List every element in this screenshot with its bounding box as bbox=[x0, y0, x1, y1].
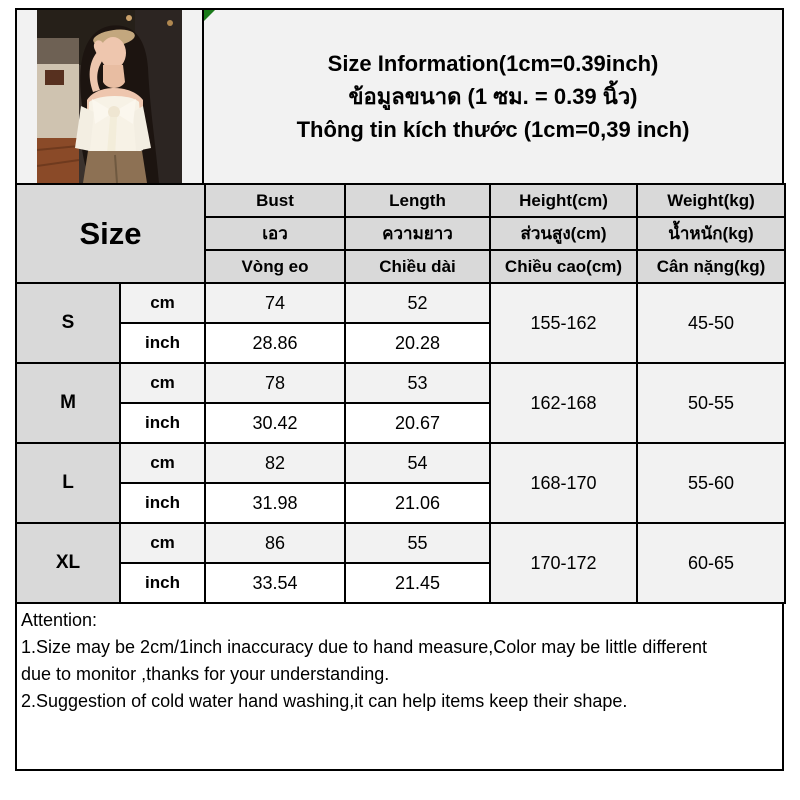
unit-cm: cm bbox=[119, 282, 206, 324]
xl-weight: 60-65 bbox=[636, 522, 786, 604]
row-m-inch: inch 30.42 20.67 bbox=[16, 402, 785, 444]
weight-header-en: Weight(kg) bbox=[636, 183, 786, 218]
l-bust-inch: 31.98 bbox=[204, 482, 346, 524]
weight-header-vi: Cân nặng(kg) bbox=[636, 249, 786, 284]
s-weight: 45-50 bbox=[636, 282, 786, 364]
m-length-inch: 20.67 bbox=[344, 402, 491, 444]
attention-line-1: 1.Size may be 2cm/1inch inaccuracy due t… bbox=[21, 637, 708, 657]
m-bust-inch: 30.42 bbox=[204, 402, 346, 444]
cell-corner-marker-icon bbox=[204, 10, 215, 21]
s-height: 155-162 bbox=[489, 282, 638, 364]
size-corner-cell: Size bbox=[15, 183, 206, 284]
size-chart-sheet: Size Information(1cm=0.39inch) ข้อมูลขนา… bbox=[15, 8, 786, 771]
unit-cm: cm bbox=[119, 362, 206, 404]
unit-inch: inch bbox=[119, 402, 206, 444]
xl-bust-inch: 33.54 bbox=[204, 562, 346, 604]
s-bust-cm: 74 bbox=[204, 282, 346, 324]
bust-header-vi: Vòng eo bbox=[204, 249, 346, 284]
bust-header-en: Bust bbox=[204, 183, 346, 218]
row-l-inch: inch 31.98 21.06 bbox=[16, 482, 785, 524]
bust-header-th: เอว bbox=[204, 216, 346, 251]
row-s-cm: S cm 74 52 155-162 45-50 bbox=[15, 282, 786, 364]
row-m-cm: M cm 78 53 162-168 50-55 bbox=[15, 362, 786, 444]
size-label-s: S bbox=[15, 282, 121, 364]
s-bust-inch: 28.86 bbox=[204, 322, 346, 364]
size-label-m: M bbox=[15, 362, 121, 444]
xl-length-cm: 55 bbox=[344, 522, 491, 564]
top-section: Size Information(1cm=0.39inch) ข้อมูลขนา… bbox=[15, 8, 784, 185]
product-photo bbox=[37, 10, 182, 183]
unit-inch: inch bbox=[119, 482, 206, 524]
xl-height: 170-172 bbox=[489, 522, 638, 604]
title-en: Size Information(1cm=0.39inch) bbox=[327, 51, 659, 76]
size-label-xl: XL bbox=[15, 522, 121, 604]
height-header-en: Height(cm) bbox=[489, 183, 638, 218]
attention-line-3: 2.Suggestion of cold water hand washing,… bbox=[21, 691, 628, 711]
unit-inch: inch bbox=[119, 562, 206, 604]
s-length-cm: 52 bbox=[344, 282, 491, 324]
header-row-vi: Vòng eo Chiều dài Chiều cao(cm) Cân nặng… bbox=[16, 249, 786, 284]
l-weight: 55-60 bbox=[636, 442, 786, 524]
row-xl-inch: inch 33.54 21.45 bbox=[16, 562, 785, 604]
size-label-l: L bbox=[15, 442, 121, 524]
size-table: Size Bust Length Height(cm) Weight(kg) เ… bbox=[15, 183, 786, 604]
title-vi: Thông tin kích thước (1cm=0,39 inch) bbox=[296, 117, 690, 142]
row-s-inch: inch 28.86 20.28 bbox=[16, 322, 785, 364]
m-weight: 50-55 bbox=[636, 362, 786, 444]
xl-bust-cm: 86 bbox=[204, 522, 346, 564]
height-header-th: ส่วนสูง(cm) bbox=[489, 216, 638, 251]
header-row-th: เอว ความยาว ส่วนสูง(cm) น้ำหนัก(kg) bbox=[16, 216, 786, 251]
title-th: ข้อมูลขนาด (1 ซม. = 0.39 นิ้ว) bbox=[348, 84, 638, 109]
attention-section: Attention: 1.Size may be 2cm/1inch inacc… bbox=[15, 602, 784, 771]
title-cell: Size Information(1cm=0.39inch) ข้อมูลขนา… bbox=[204, 10, 782, 183]
l-length-cm: 54 bbox=[344, 442, 491, 484]
attention-line-2: due to monitor ,thanks for your understa… bbox=[21, 664, 390, 684]
unit-inch: inch bbox=[119, 322, 206, 364]
l-bust-cm: 82 bbox=[204, 442, 346, 484]
row-l-cm: L cm 82 54 168-170 55-60 bbox=[15, 442, 786, 524]
xl-length-inch: 21.45 bbox=[344, 562, 491, 604]
unit-cm: cm bbox=[119, 522, 206, 564]
length-header-vi: Chiều dài bbox=[344, 249, 491, 284]
weight-header-th: น้ำหนัก(kg) bbox=[636, 216, 786, 251]
row-xl-cm: XL cm 86 55 170-172 60-65 bbox=[15, 522, 786, 604]
s-length-inch: 20.28 bbox=[344, 322, 491, 364]
header-row-en: Size Bust Length Height(cm) Weight(kg) bbox=[15, 183, 786, 284]
product-image-cell bbox=[17, 10, 204, 183]
l-height: 168-170 bbox=[489, 442, 638, 524]
height-header-vi: Chiều cao(cm) bbox=[489, 249, 638, 284]
m-height: 162-168 bbox=[489, 362, 638, 444]
l-length-inch: 21.06 bbox=[344, 482, 491, 524]
length-header-th: ความยาว bbox=[344, 216, 491, 251]
m-bust-cm: 78 bbox=[204, 362, 346, 404]
attention-heading: Attention: bbox=[21, 610, 98, 630]
length-header-en: Length bbox=[344, 183, 491, 218]
m-length-cm: 53 bbox=[344, 362, 491, 404]
unit-cm: cm bbox=[119, 442, 206, 484]
